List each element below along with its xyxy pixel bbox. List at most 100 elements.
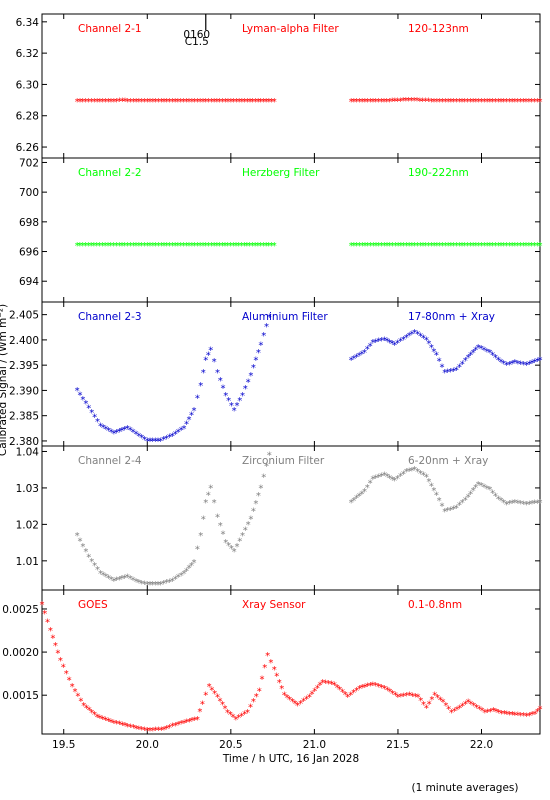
data-point: * bbox=[269, 97, 275, 108]
data-point: * bbox=[370, 97, 376, 108]
series-segment: ****************************************… bbox=[74, 241, 277, 252]
data-point: * bbox=[158, 97, 164, 108]
data-point: * bbox=[247, 97, 253, 108]
data-point: * bbox=[69, 682, 75, 693]
data-point: * bbox=[439, 502, 445, 513]
y-tick-label: 0.0020 bbox=[2, 647, 39, 659]
data-point: * bbox=[240, 531, 246, 542]
data-point: * bbox=[252, 241, 258, 252]
data-point: * bbox=[323, 678, 329, 689]
data-point: * bbox=[392, 691, 398, 702]
data-point: * bbox=[164, 241, 170, 252]
data-point: * bbox=[39, 600, 45, 611]
data-point: * bbox=[89, 408, 95, 419]
data-point: * bbox=[111, 718, 117, 729]
data-point: * bbox=[451, 366, 457, 377]
data-point: * bbox=[309, 689, 315, 700]
data-point: * bbox=[509, 499, 515, 510]
data-point: * bbox=[415, 692, 421, 703]
data-point: * bbox=[451, 241, 457, 252]
data-point: * bbox=[147, 726, 153, 737]
data-point: * bbox=[499, 709, 505, 720]
data-point: * bbox=[481, 483, 487, 494]
data-point: * bbox=[214, 368, 220, 379]
data-point: * bbox=[431, 486, 437, 497]
data-point: * bbox=[198, 381, 204, 392]
data-point: * bbox=[45, 617, 51, 628]
data-point: * bbox=[417, 469, 423, 480]
data-point: * bbox=[248, 514, 254, 525]
data-point: * bbox=[532, 710, 538, 721]
data-point: * bbox=[194, 394, 200, 405]
data-point: * bbox=[493, 707, 499, 718]
data-point: * bbox=[141, 725, 147, 736]
data-point: * bbox=[490, 351, 496, 362]
data-point: * bbox=[266, 241, 272, 252]
data-point: * bbox=[83, 399, 89, 410]
panel-label: GOES bbox=[78, 599, 108, 611]
data-point: * bbox=[403, 241, 409, 252]
data-point: * bbox=[362, 487, 368, 498]
y-tick-label: 6.26 bbox=[16, 142, 40, 154]
data-point: * bbox=[518, 711, 524, 722]
data-point: * bbox=[532, 358, 538, 369]
data-point: * bbox=[203, 356, 209, 367]
data-point: * bbox=[42, 609, 48, 620]
data-point: * bbox=[484, 97, 490, 108]
data-point: * bbox=[459, 241, 465, 252]
data-point: * bbox=[448, 367, 454, 378]
data-point: * bbox=[512, 97, 518, 108]
data-point: * bbox=[250, 363, 256, 374]
panel-label: Zirconium Filter bbox=[242, 455, 325, 467]
data-point: * bbox=[414, 96, 420, 107]
data-point: * bbox=[395, 96, 401, 107]
y-tick-label: 700 bbox=[19, 187, 39, 199]
data-point: * bbox=[228, 544, 234, 555]
data-point: * bbox=[113, 241, 119, 252]
data-point: * bbox=[392, 340, 398, 351]
data-point: * bbox=[373, 473, 379, 484]
data-point: * bbox=[86, 553, 92, 564]
data-point: * bbox=[153, 241, 159, 252]
data-point: * bbox=[504, 361, 510, 372]
data-point: * bbox=[390, 689, 396, 700]
data-point: * bbox=[184, 718, 190, 729]
data-point: * bbox=[108, 575, 114, 586]
data-point: * bbox=[212, 689, 218, 700]
data-point: * bbox=[111, 429, 117, 440]
data-point: * bbox=[183, 241, 189, 252]
data-point: * bbox=[178, 241, 184, 252]
data-point: * bbox=[359, 241, 365, 252]
data-point: * bbox=[537, 498, 543, 509]
data-point: * bbox=[77, 97, 83, 108]
data-point: * bbox=[239, 97, 245, 108]
data-point: * bbox=[167, 97, 173, 108]
data-point: * bbox=[295, 701, 301, 712]
data-point: * bbox=[206, 241, 212, 252]
y-tick-label: 2.390 bbox=[9, 385, 39, 397]
data-point: * bbox=[446, 704, 452, 715]
data-point: * bbox=[448, 241, 454, 252]
data-point: * bbox=[95, 417, 101, 428]
data-point: * bbox=[384, 686, 390, 697]
data-point: * bbox=[356, 351, 362, 362]
data-point: * bbox=[255, 491, 261, 502]
data-point: * bbox=[237, 536, 243, 547]
data-point: * bbox=[375, 97, 381, 108]
data-point: * bbox=[208, 346, 214, 357]
panel-label: Aluminium Filter bbox=[242, 311, 328, 323]
data-point: * bbox=[384, 97, 390, 108]
data-point: * bbox=[392, 97, 398, 108]
panel-frame bbox=[41, 157, 541, 303]
data-point: * bbox=[379, 472, 385, 483]
data-point: * bbox=[60, 663, 66, 674]
data-point: * bbox=[105, 241, 111, 252]
x-tick-label: 22.0 bbox=[470, 739, 493, 751]
data-point: * bbox=[512, 358, 518, 369]
data-point: * bbox=[203, 498, 209, 509]
data-point: * bbox=[473, 241, 479, 252]
data-point: * bbox=[230, 713, 236, 724]
data-point: * bbox=[83, 547, 89, 558]
data-point: * bbox=[247, 703, 253, 714]
data-point: * bbox=[253, 499, 259, 510]
